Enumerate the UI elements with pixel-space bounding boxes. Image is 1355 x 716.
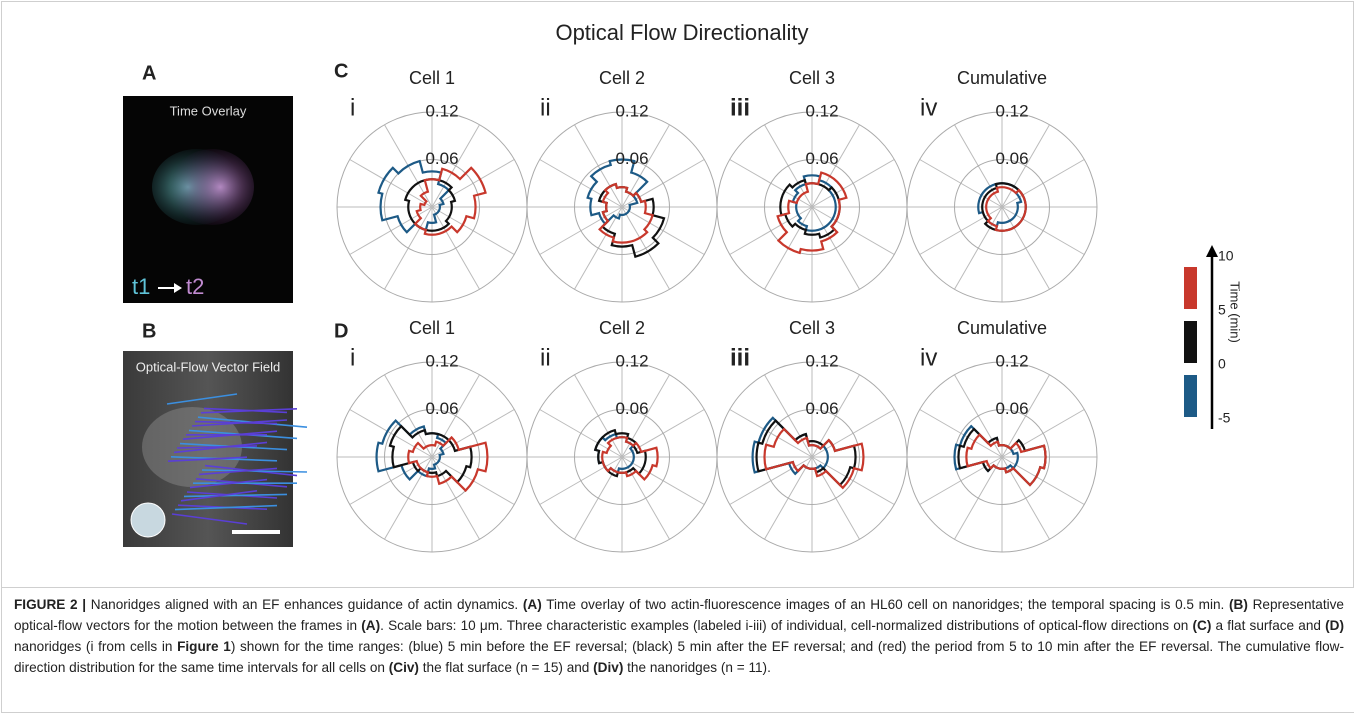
caption-run: (D) (1325, 618, 1344, 633)
r-tick-label: 0.12 (425, 351, 458, 370)
image-title: Optical-Flow Vector Field (136, 359, 281, 374)
caption-run: (A) (523, 597, 542, 612)
caption-run: Figure 1 (177, 639, 231, 654)
caption-run: FIGURE 2 | (14, 597, 86, 612)
figure: Optical Flow Directionality A Time Overl… (1, 1, 1354, 588)
plot-numeral: iii (730, 94, 750, 121)
r-tick-label: 0.06 (425, 149, 458, 168)
r-tick-label: 0.06 (995, 149, 1028, 168)
colorbar-segment (1184, 321, 1197, 363)
figure-canvas: Optical Flow Directionality A Time Overl… (2, 2, 1353, 587)
t2-label: t2 (186, 274, 204, 299)
plot-numeral: ii (540, 94, 551, 121)
figure-title: Optical Flow Directionality (555, 20, 808, 45)
plot-title: Cell 1 (409, 318, 455, 338)
caption-run: (Div) (593, 660, 623, 675)
caption-run: nanoridges (i from cells in (14, 639, 177, 654)
r-tick-label: 0.06 (615, 149, 648, 168)
plot-numeral: i (350, 94, 355, 121)
colorbar-segment (1184, 267, 1197, 309)
plot-numeral: iv (920, 94, 937, 121)
colorbar-arrow (1206, 245, 1218, 257)
caption: FIGURE 2 | Nanoridges aligned with an EF… (1, 588, 1354, 713)
t1-label: t1 (132, 274, 150, 299)
r-tick-label: 0.12 (805, 101, 838, 120)
caption-run: (B) (1229, 597, 1248, 612)
r-tick-label: 0.12 (615, 351, 648, 370)
plot-title: Cumulative (957, 318, 1047, 338)
colorbar-label: Time (min) (1228, 281, 1243, 343)
plot-title: Cell 2 (599, 68, 645, 88)
plot-numeral: iv (920, 344, 937, 371)
caption-run: (C) (1192, 618, 1211, 633)
r-tick-label: 0.12 (615, 101, 648, 120)
panel-label: B (142, 320, 156, 342)
plot-numeral: iii (730, 344, 750, 371)
panel-label: D (334, 320, 348, 342)
color-wheel (131, 503, 165, 537)
plot-title: Cell 1 (409, 68, 455, 88)
histogram (757, 421, 856, 485)
panel-label: C (334, 60, 348, 82)
caption-run: a flat surface and (1211, 618, 1325, 633)
caption-run: (A) (361, 618, 380, 633)
caption-run: . Scale bars: 10 μm. Three characteristi… (380, 618, 1192, 633)
panel-label: A (142, 62, 156, 84)
r-tick-label: 0.06 (995, 399, 1028, 418)
caption-run: the flat surface (n = 15) and (419, 660, 593, 675)
page: Optical Flow Directionality A Time Overl… (0, 0, 1355, 716)
plot-title: Cell 3 (789, 68, 835, 88)
image-title: Time Overlay (170, 103, 247, 118)
colorbar-tick-label: -5 (1218, 410, 1231, 426)
r-tick-label: 0.06 (425, 399, 458, 418)
r-tick-label: 0.06 (615, 399, 648, 418)
plot-title: Cumulative (957, 68, 1047, 88)
cell-magenta (170, 149, 254, 225)
colorbar-tick-label: 10 (1218, 248, 1234, 264)
r-tick-label: 0.06 (805, 399, 838, 418)
histogram (955, 426, 1018, 471)
r-tick-label: 0.12 (995, 101, 1028, 120)
r-tick-label: 0.12 (425, 101, 458, 120)
r-tick-label: 0.06 (805, 149, 838, 168)
caption-run: Time overlay of two actin-fluorescence i… (542, 597, 1229, 612)
plot-title: Cell 2 (599, 318, 645, 338)
caption-run: the nanoridges (n = 11). (623, 660, 771, 675)
plot-numeral: ii (540, 344, 551, 371)
colorbar-tick-label: 5 (1218, 302, 1226, 318)
colorbar-tick-label: 0 (1218, 356, 1226, 372)
r-tick-label: 0.12 (995, 351, 1028, 370)
colorbar-segment (1184, 375, 1197, 417)
plot-numeral: i (350, 344, 355, 371)
histogram (978, 183, 1021, 226)
plot-title: Cell 3 (789, 318, 835, 338)
r-tick-label: 0.12 (805, 351, 838, 370)
caption-run: (Civ) (389, 660, 419, 675)
caption-run: Nanoridges aligned with an EF enhances g… (86, 597, 523, 612)
